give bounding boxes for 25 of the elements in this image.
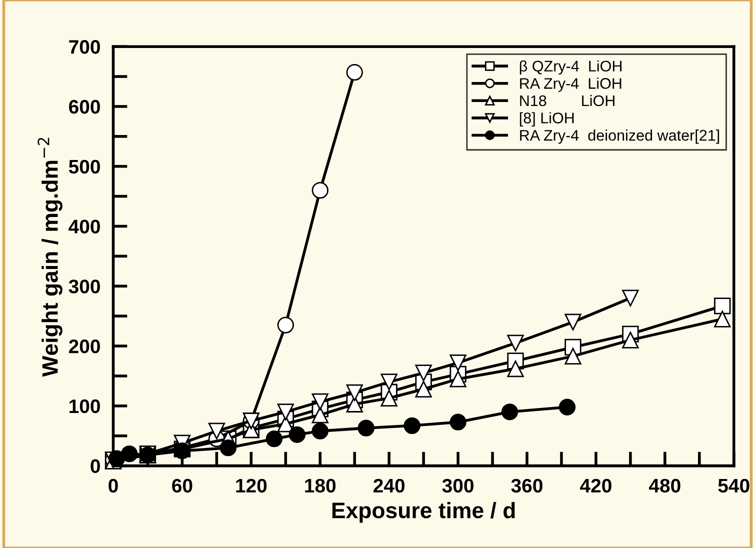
x-tick-label: 540 — [718, 478, 750, 493]
y-tick-label: 300 — [68, 280, 100, 294]
legend-label: β QZry-4 LiOH — [520, 60, 622, 75]
y-tick-label: 400 — [68, 220, 100, 234]
y-tick-label: 500 — [68, 160, 100, 174]
legend-label: RA Zry-4 deionized water[21] — [520, 130, 720, 144]
x-axis-title: Exposure time / d — [332, 502, 515, 523]
x-tick-label: 420 — [580, 478, 612, 493]
x-tick-label: 180 — [305, 478, 336, 493]
y-tick-label: 700 — [69, 40, 100, 54]
legend-label: N18 LiOH — [520, 94, 614, 106]
x-tick-label: 60 — [172, 478, 192, 493]
y-tick-label: 0 — [90, 459, 100, 474]
legend-label: RA Zry-4 LiOH — [520, 78, 622, 92]
y-axis-title: Weight gain / mg.dm$^{−2}$ — [38, 138, 62, 377]
x-tick-label: 360 — [511, 478, 542, 493]
x-tick-label: 300 — [442, 478, 474, 493]
y-tick-label: 600 — [69, 100, 100, 114]
x-tick-label: 120 — [236, 478, 267, 493]
x-tick-label: 480 — [648, 478, 680, 493]
x-tick-label: 240 — [374, 478, 404, 493]
legend-label: [8] LiOH — [520, 112, 574, 126]
x-tick-label: 0 — [108, 478, 118, 493]
y-tick-label: 200 — [68, 339, 100, 354]
y-tick-label: 100 — [70, 399, 100, 414]
